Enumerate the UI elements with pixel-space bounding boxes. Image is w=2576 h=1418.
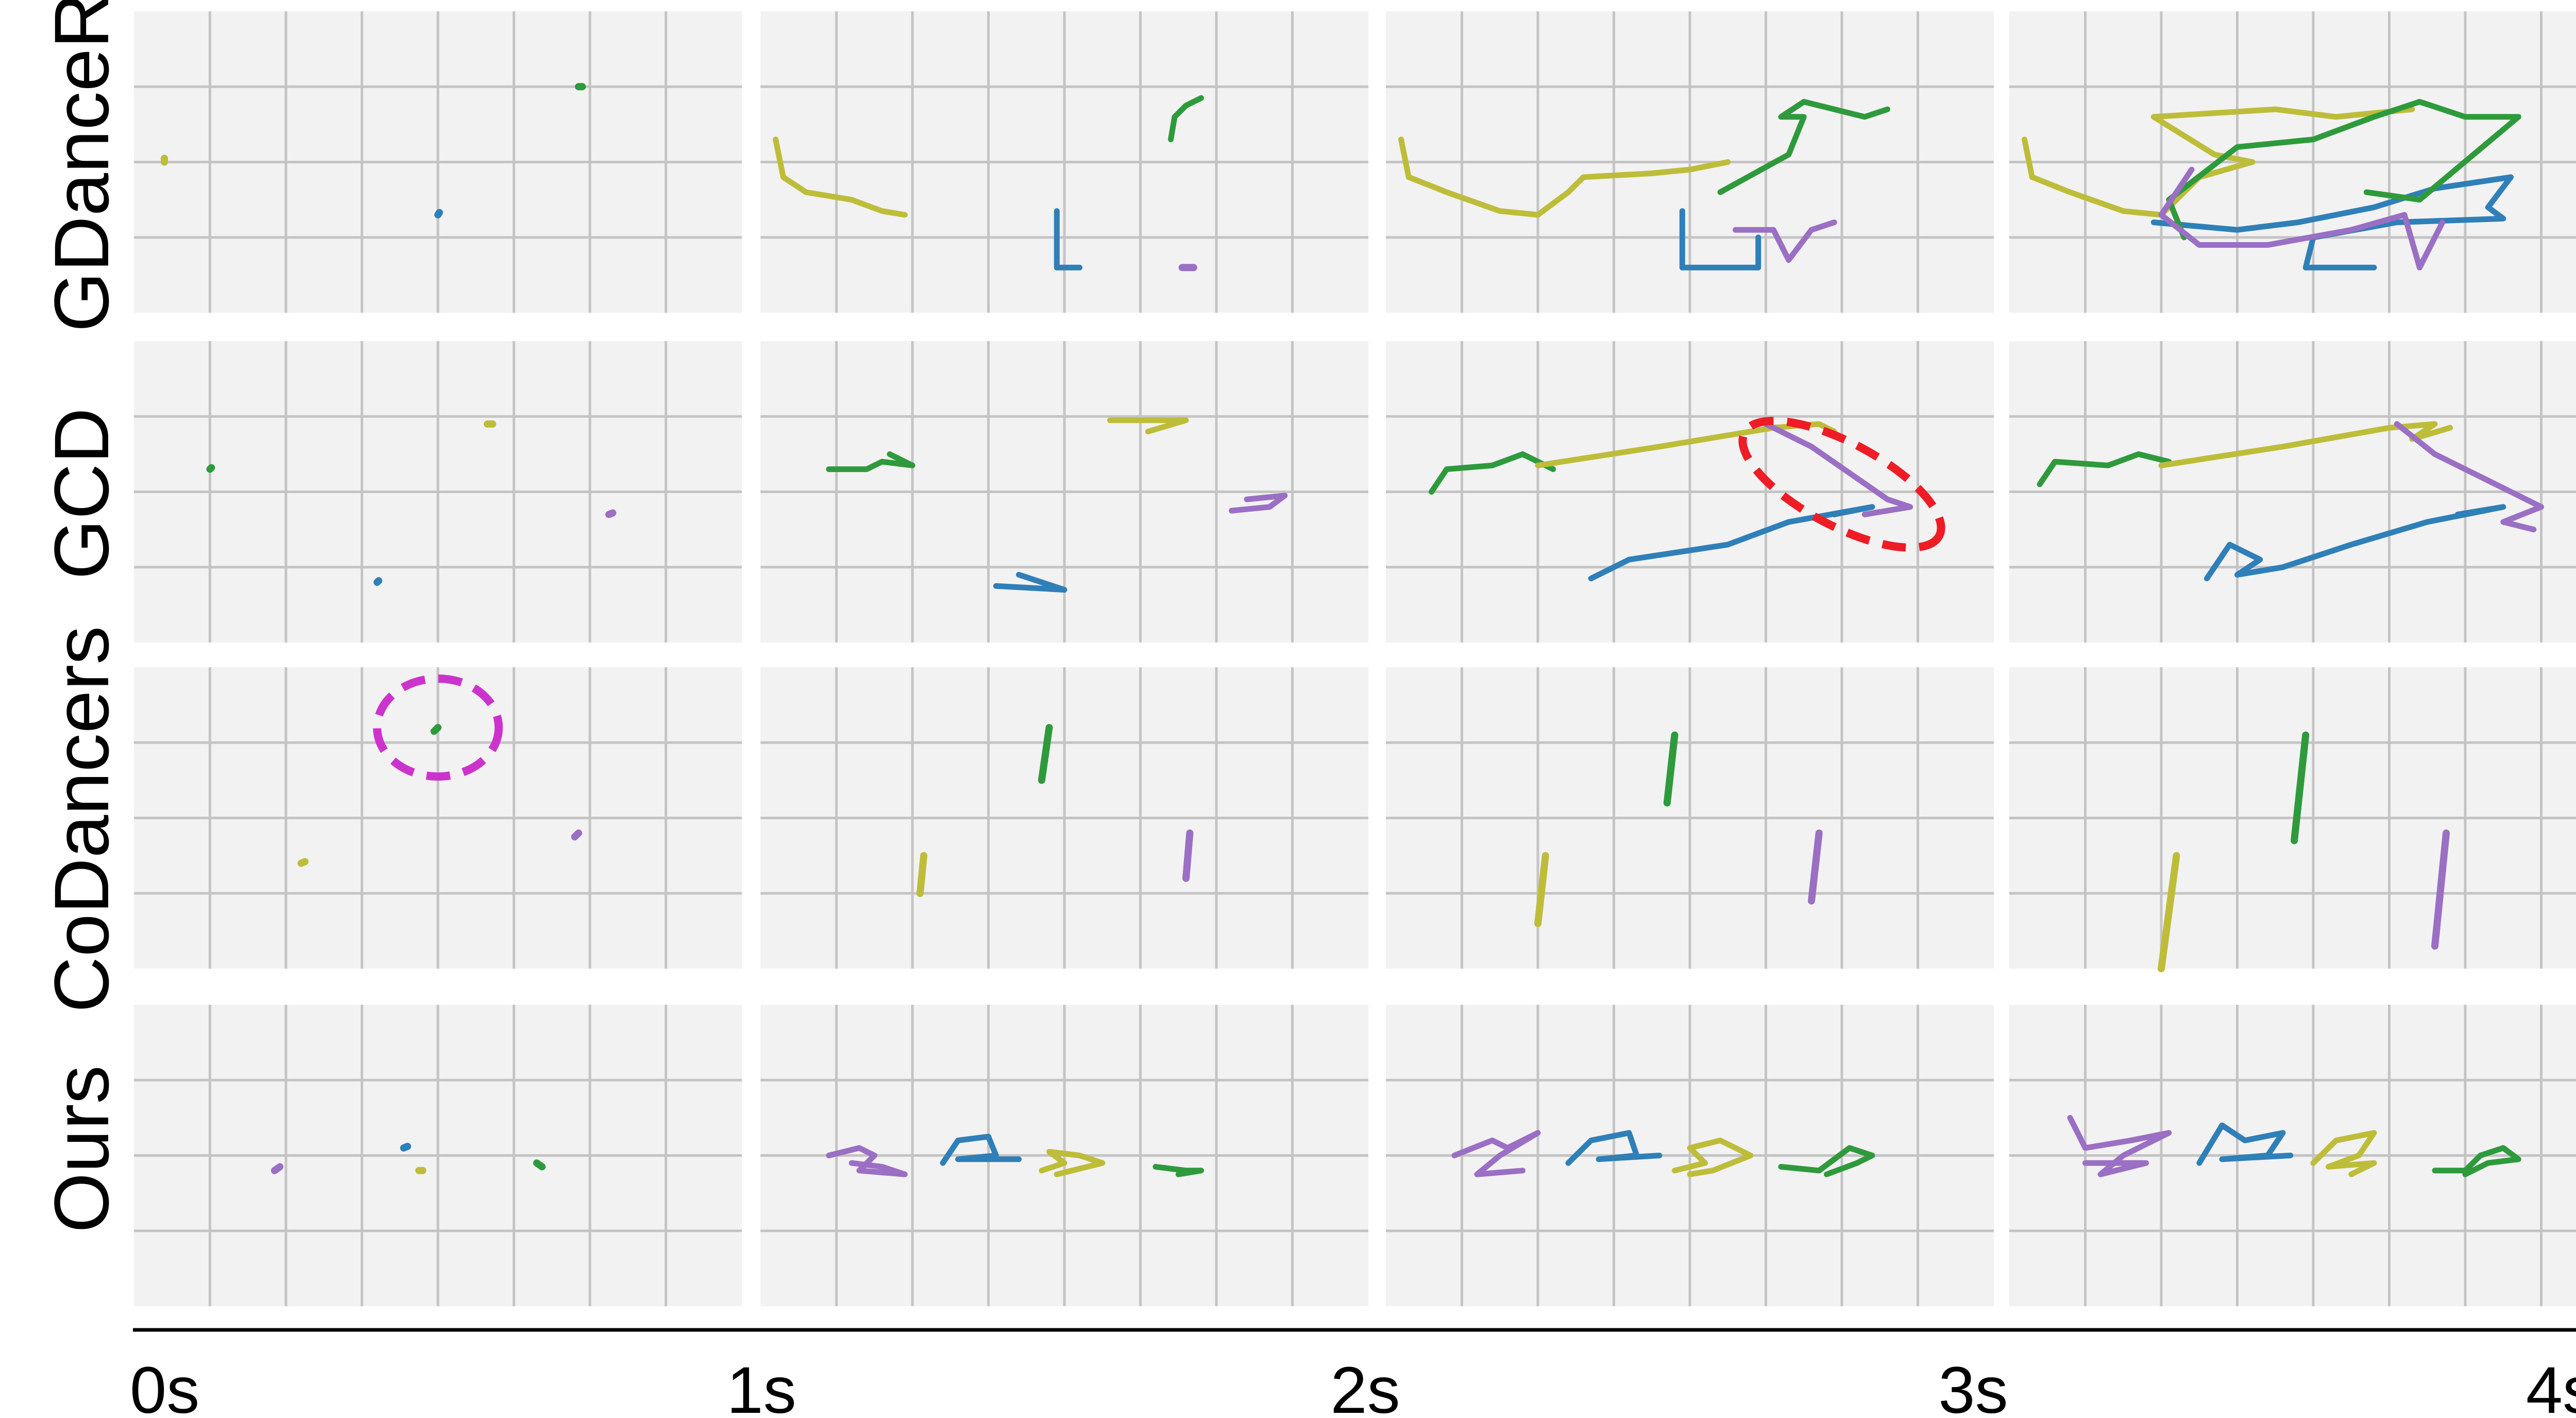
trajectory-gdancer-t3-series-1 xyxy=(1679,208,1761,271)
trajectory-ours-t4-series-1 xyxy=(2196,1122,2294,1166)
trajectory-codancers-t4-series-0 xyxy=(2158,852,2180,972)
trajectory-gcd-t3-series-2 xyxy=(1429,451,1556,495)
trajectory-codancers-t2-series-3 xyxy=(1182,829,1194,882)
trajectory-ours-t2-series-3 xyxy=(826,1145,908,1177)
time-tick-1: 1s xyxy=(726,1354,796,1418)
trajectory-ours-t3-series-0 xyxy=(1672,1137,1754,1177)
panel-ours-t1 xyxy=(134,1005,742,1306)
trajectory-codancers-t2-series-0 xyxy=(916,852,928,897)
trajectory-gdancer-t4-series-2 xyxy=(2166,99,2521,241)
trajectory-gcd-t1-series-2 xyxy=(206,464,215,473)
row-labels: GDanceR GCD CoDancers Ours xyxy=(38,0,125,1233)
trajectory-gdancer-t4-series-3 xyxy=(2158,166,2446,271)
time-tick-0: 0s xyxy=(130,1354,199,1418)
panel-ours-t3 xyxy=(1386,1005,1994,1306)
trajectory-gcd-t3-series-1 xyxy=(1588,504,1875,582)
trajectory-ours-t3-series-3 xyxy=(1451,1130,1541,1177)
trajectory-codancers-t3-series-0 xyxy=(1534,852,1549,927)
row-label-ours: Ours xyxy=(38,1065,125,1233)
trajectory-gcd-t1-series-3 xyxy=(605,509,617,518)
trajectory-gcd-t4-series-0 xyxy=(2158,421,2453,468)
panel-grid xyxy=(134,11,2576,1306)
trajectory-ours-t3-series-1 xyxy=(1565,1130,1663,1166)
row-label-gdancer: GDanceR xyxy=(38,0,125,332)
panel-gcd-t1 xyxy=(134,341,742,643)
annotation-layer xyxy=(373,416,1945,781)
trajectory-codancers-t1-series-0 xyxy=(297,858,309,867)
trajectory-codancers-t1-series-2 xyxy=(430,724,442,735)
trajectory-ours-t4-series-2 xyxy=(2432,1145,2521,1177)
trajectory-codancers-t3-series-2 xyxy=(1663,731,1679,807)
trajectory-ours-t4-series-3 xyxy=(2067,1115,2172,1177)
panel-codancers-t4 xyxy=(2009,667,2576,969)
trajectory-gdancer-t4-series-1 xyxy=(2150,174,2514,271)
trajectory-ours-t2-series-2 xyxy=(1153,1163,1204,1177)
trajectory-gcd-t4-series-1 xyxy=(2204,504,2506,582)
trajectory-ours-t1-series-2 xyxy=(533,1159,546,1171)
trajectory-gdancer-t2-series-1 xyxy=(1054,208,1082,271)
row-label-gcd: GCD xyxy=(38,408,125,579)
trajectory-ours-t4-series-0 xyxy=(2310,1130,2377,1177)
trajectory-gdancer-t4-series-0 xyxy=(2022,106,2415,218)
trajectory-gcd-t4-series-2 xyxy=(2037,451,2172,487)
panel-codancers-t3 xyxy=(1386,667,1994,969)
panel-gdancer-t3 xyxy=(1386,11,1994,313)
trajectory-gcd-t2-series-1 xyxy=(993,571,1067,593)
trajectory-ours-t3-series-2 xyxy=(1778,1145,1875,1177)
panel-codancers-t1 xyxy=(134,667,742,969)
trajectory-codancers-t4-series-3 xyxy=(2431,829,2450,950)
trajectory-codancers-t1-series-3 xyxy=(571,829,582,841)
trajectory-codancers-t3-series-3 xyxy=(1808,829,1823,905)
trajectory-gdancer-t2-series-2 xyxy=(1168,95,1204,143)
trajectory-gcd-t2-series-0 xyxy=(1107,417,1189,434)
time-tick-4: 4s xyxy=(2526,1354,2576,1418)
highlight-ellipse-1 xyxy=(1738,416,1945,552)
trajectory-codancers-t2-series-2 xyxy=(1038,724,1053,784)
row-label-codancers: CoDancers xyxy=(38,626,125,1012)
trajectory-ours-t1-series-1 xyxy=(400,1142,411,1152)
trajectory-gcd-t3-series-3 xyxy=(1763,421,1913,517)
trajectory-gdancer-t3-series-3 xyxy=(1733,220,1837,263)
time-tick-3: 3s xyxy=(1938,1354,2008,1418)
panel-gcd-t4 xyxy=(2009,341,2576,643)
highlight-ellipse-2 xyxy=(373,674,503,781)
trajectory-gcd-t2-series-2 xyxy=(826,451,916,472)
trajectory-gdancer-t1-series-1 xyxy=(434,209,443,218)
time-tick-2: 2s xyxy=(1330,1354,1400,1418)
trajectory-gcd-t4-series-3 xyxy=(2394,421,2544,533)
panel-gdancer-t1 xyxy=(134,11,742,313)
trajectory-gcd-t1-series-1 xyxy=(374,577,382,586)
trajectory-ours-t2-series-1 xyxy=(940,1134,1022,1166)
trajectory-codancers-t4-series-2 xyxy=(2291,731,2310,845)
panel-gdancer-t4 xyxy=(2009,11,2576,313)
panel-codancers-t2 xyxy=(760,667,1368,969)
trajectory-ours-t2-series-0 xyxy=(1039,1149,1106,1177)
trajectory-gdancer-t2-series-0 xyxy=(773,137,908,218)
time-axis: 0s 1s 2s 3s 4s xyxy=(130,1328,2576,1418)
trajectory-ours-t1-series-3 xyxy=(270,1163,284,1174)
panel-gcd-t2 xyxy=(760,341,1368,643)
trajectory-gcd-t2-series-3 xyxy=(1229,493,1288,514)
panel-gcd-t3 xyxy=(1386,341,1994,643)
panel-gdancer-t2 xyxy=(760,11,1368,313)
trajectory-gdancer-t3-series-2 xyxy=(1717,99,1890,195)
trajectory-gdancer-t3-series-0 xyxy=(1398,137,1731,218)
